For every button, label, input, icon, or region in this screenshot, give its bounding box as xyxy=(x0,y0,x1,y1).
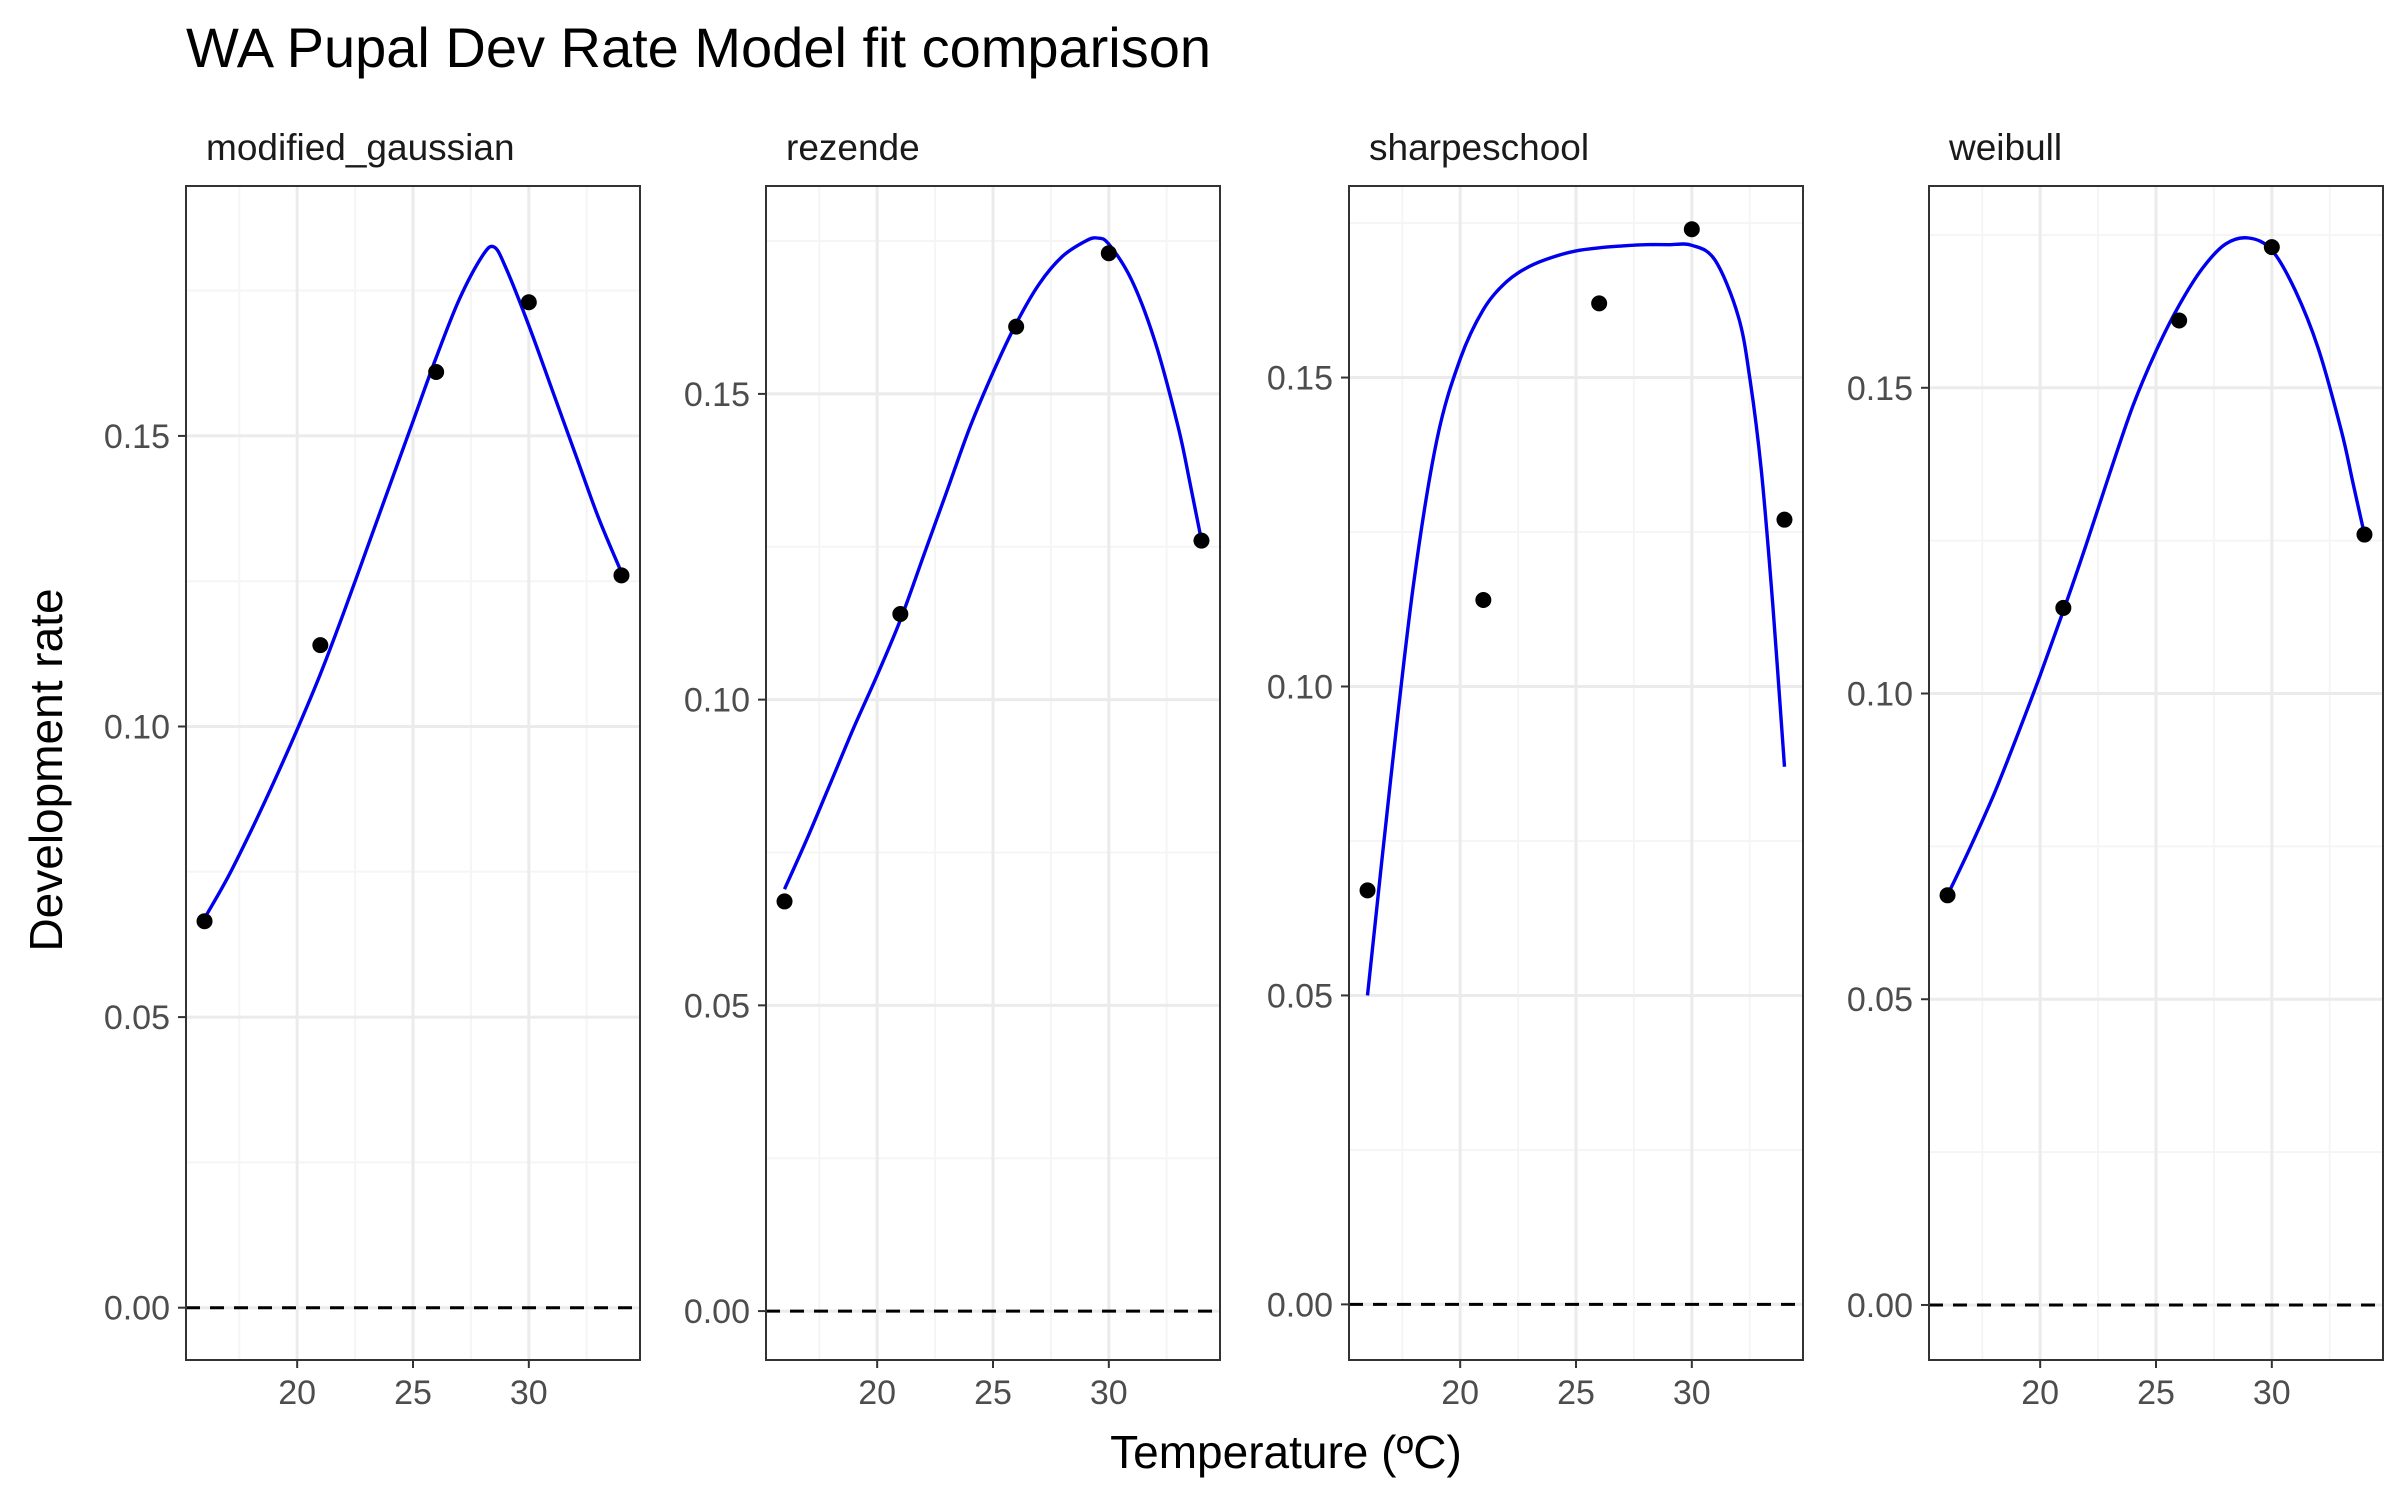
panel-strip-label: modified_gaussian xyxy=(206,127,515,168)
y-tick-label: 0.15 xyxy=(1847,370,1913,408)
x-tick-label: 20 xyxy=(2021,1374,2059,1412)
fit-curve xyxy=(1365,242,1787,996)
y-tick-label: 0.00 xyxy=(1847,1287,1913,1325)
data-point xyxy=(2055,599,2072,616)
data-point xyxy=(892,606,909,623)
panel-sharpeschool: sharpeschool 20 25 30 0.00 0.05 0.10 0.15 xyxy=(1267,127,1804,1412)
data-point xyxy=(1939,887,1956,904)
panel-strip-label: rezende xyxy=(786,127,920,168)
panel-border xyxy=(1928,185,2384,1361)
x-tick-label: 30 xyxy=(1090,1374,1128,1412)
x-tick-label: 20 xyxy=(1441,1374,1479,1412)
data-point xyxy=(1359,882,1376,899)
y-tick-label: 0.00 xyxy=(104,1290,170,1328)
data-point xyxy=(776,893,793,910)
data-point xyxy=(613,567,630,584)
data-point xyxy=(2171,312,2188,329)
y-tick-label: 0.05 xyxy=(1847,981,1913,1019)
x-tick-label: 20 xyxy=(858,1374,896,1412)
data-point xyxy=(2356,526,2373,543)
data-point xyxy=(196,913,213,930)
fit-curve xyxy=(203,244,624,920)
x-tick-label: 30 xyxy=(2253,1374,2291,1412)
panel-weibull: weibull 20 25 30 0.00 0.05 0.10 0.15 xyxy=(1847,127,2384,1412)
y-tick-label: 0.15 xyxy=(684,376,750,414)
x-tick-label: 30 xyxy=(1673,1374,1711,1412)
y-tick-label: 0.10 xyxy=(104,709,170,747)
y-tick-label: 0.05 xyxy=(1267,977,1333,1015)
data-point xyxy=(1193,532,1210,549)
panel-border xyxy=(185,185,641,1361)
x-tick-label: 25 xyxy=(974,1374,1012,1412)
data-point xyxy=(520,294,537,311)
y-tick-label: 0.00 xyxy=(684,1293,750,1331)
x-tick-label: 25 xyxy=(1557,1374,1595,1412)
data-point xyxy=(2263,239,2280,256)
panel-strip-label: sharpeschool xyxy=(1369,127,1589,168)
data-point xyxy=(1100,245,1117,262)
data-point xyxy=(428,363,445,380)
x-tick-label: 25 xyxy=(394,1374,432,1412)
x-tick-label: 30 xyxy=(510,1374,548,1412)
y-tick-label: 0.15 xyxy=(1267,360,1333,398)
y-tick-label: 0.00 xyxy=(1267,1286,1333,1324)
data-point xyxy=(1591,295,1608,312)
x-tick-label: 20 xyxy=(278,1374,316,1412)
panel-strip-label: weibull xyxy=(1948,127,2062,168)
panel-border xyxy=(765,185,1221,1361)
data-point xyxy=(312,637,329,654)
y-tick-label: 0.05 xyxy=(684,987,750,1025)
fit-curve xyxy=(1945,236,2367,897)
x-tick-label: 25 xyxy=(2137,1374,2175,1412)
panel-rezende: rezende 20 25 30 0.00 0.05 0.10 0.15 xyxy=(684,127,1221,1412)
x-axis-title: Temperature (ºC) xyxy=(1110,1426,1462,1478)
chart-title: WA Pupal Dev Rate Model fit comparison xyxy=(186,16,1211,79)
y-tick-label: 0.15 xyxy=(104,418,170,456)
data-point xyxy=(1475,591,1492,608)
y-tick-label: 0.10 xyxy=(684,682,750,720)
data-point xyxy=(1776,511,1793,528)
y-tick-label: 0.05 xyxy=(104,999,170,1037)
data-point xyxy=(1008,318,1025,335)
y-axis-title: Development rate xyxy=(20,588,72,951)
panel-border xyxy=(1348,185,1804,1361)
data-point xyxy=(1683,221,1700,238)
y-tick-label: 0.10 xyxy=(1847,676,1913,714)
panel-modified_gaussian: modified_gaussian 20 25 30 0.00 0.05 0.10 0.15 xyxy=(104,127,641,1412)
y-tick-label: 0.10 xyxy=(1267,668,1333,706)
